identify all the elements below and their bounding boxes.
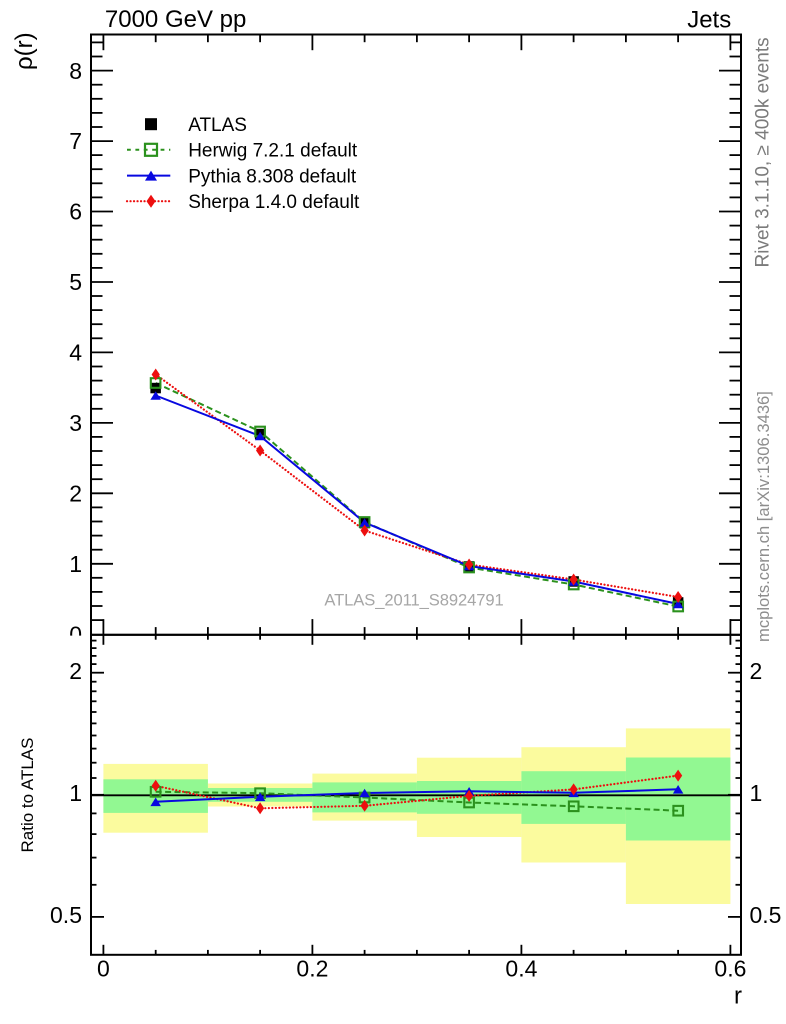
svg-text:ATLAS_2011_S8924791: ATLAS_2011_S8924791	[324, 590, 503, 609]
svg-text:7000 GeV pp: 7000 GeV pp	[105, 6, 246, 33]
svg-text:0.5: 0.5	[750, 902, 782, 928]
svg-text:2: 2	[69, 658, 82, 684]
svg-text:0: 0	[97, 956, 110, 982]
svg-text:r: r	[734, 983, 742, 1010]
svg-text:5: 5	[69, 269, 82, 295]
svg-text:3: 3	[69, 410, 82, 436]
svg-text:0: 0	[69, 621, 82, 647]
svg-text:Pythia 8.308 default: Pythia 8.308 default	[188, 166, 357, 187]
svg-text:ATLAS: ATLAS	[188, 115, 247, 136]
svg-text:8: 8	[69, 58, 82, 84]
svg-text:0.4: 0.4	[505, 956, 537, 982]
svg-text:0.2: 0.2	[296, 956, 328, 982]
svg-text:1: 1	[750, 780, 763, 806]
svg-text:6: 6	[69, 199, 82, 225]
svg-text:1: 1	[69, 551, 82, 577]
svg-text:ρ(r): ρ(r)	[11, 32, 38, 70]
svg-text:0.6: 0.6	[714, 956, 746, 982]
svg-text:4: 4	[69, 340, 82, 366]
svg-text:1: 1	[69, 780, 82, 806]
svg-text:0.5: 0.5	[50, 902, 82, 928]
svg-text:2: 2	[750, 658, 763, 684]
svg-text:Jets: Jets	[687, 7, 731, 34]
svg-text:Sherpa 1.4.0 default: Sherpa 1.4.0 default	[188, 192, 360, 213]
svg-text:2: 2	[69, 481, 82, 507]
svg-text:Rivet 3.1.10, ≥ 400k events: Rivet 3.1.10, ≥ 400k events	[753, 37, 774, 267]
svg-text:Herwig 7.2.1 default: Herwig 7.2.1 default	[188, 141, 358, 162]
svg-text:7: 7	[69, 128, 82, 154]
svg-text:Ratio to ATLAS: Ratio to ATLAS	[18, 738, 37, 853]
svg-text:mcplots.cern.ch [arXiv:1306.34: mcplots.cern.ch [arXiv:1306.3436]	[754, 391, 773, 642]
